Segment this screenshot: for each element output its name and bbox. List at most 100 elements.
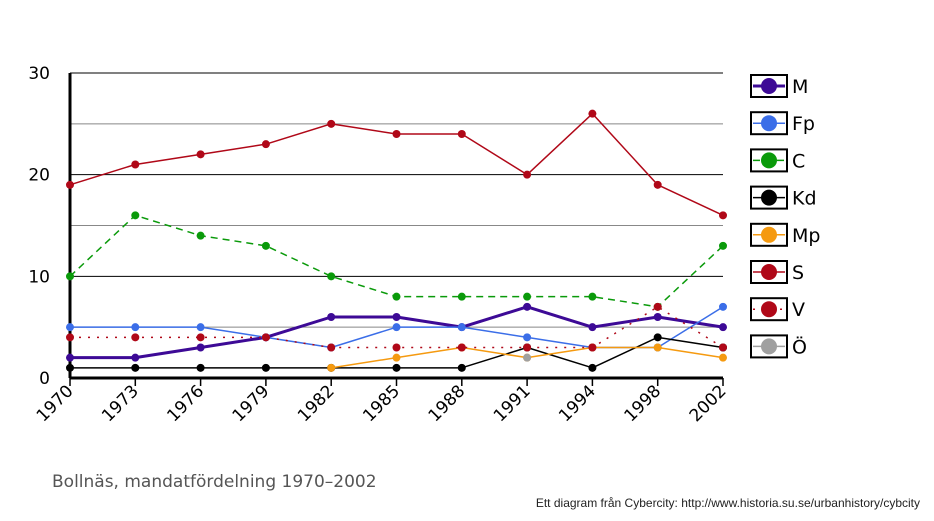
- data-point-m-1994: [588, 323, 597, 332]
- data-point-s-2002: [719, 211, 727, 220]
- legend: M Fp C Kd Mp SVÖ: [750, 74, 820, 359]
- series-m: [66, 302, 727, 362]
- data-point-c-1982: [327, 272, 336, 281]
- data-point-s-1991: [523, 170, 532, 179]
- legend-item-s: S: [750, 260, 804, 284]
- data-point-m-1991: [523, 302, 532, 311]
- data-point-c-1979: [261, 241, 270, 250]
- data-point-s-1998: [653, 180, 662, 189]
- series-line-v: [70, 306, 724, 349]
- data-point-v-1979: [261, 333, 270, 342]
- data-point-c-1994: [588, 292, 597, 301]
- data-point-c-1973: [131, 211, 140, 220]
- data-point-kd-1973: [131, 363, 140, 372]
- data-point-s-1994: [588, 109, 597, 118]
- x-tick-label-1998: 1998: [621, 381, 666, 426]
- data-point-kd-1985: [392, 363, 401, 372]
- data-point-v-1991: [523, 343, 532, 352]
- y-tick-label-30: 30: [28, 64, 50, 84]
- data-point-m-1985: [392, 313, 401, 321]
- series-o: [523, 353, 532, 362]
- credit-link[interactable]: Ett diagram från Cybercity: http://www.h…: [535, 496, 920, 510]
- data-point-fp-2002: [719, 302, 727, 311]
- data-point-m-1976: [196, 343, 205, 352]
- legend-marker-o: [761, 338, 777, 355]
- data-point-fp-1973: [131, 323, 140, 332]
- x-tick-label-2002: 2002: [686, 381, 731, 426]
- x-tick-label-1988: 1988: [425, 381, 470, 426]
- data-point-s-1988: [457, 130, 466, 138]
- data-point-fp-1985: [392, 323, 401, 332]
- legend-item-fp: Fp: [750, 111, 815, 136]
- legend-item-v: V: [750, 297, 805, 322]
- data-point-m-1982: [327, 313, 336, 321]
- axes: [68, 73, 724, 386]
- data-point-v-1973: [131, 333, 140, 342]
- data-point-c-1991: [523, 292, 532, 301]
- legend-marker-v: [761, 301, 777, 318]
- data-point-kd-1970: [66, 363, 74, 372]
- chart-caption: Bollnäs, mandatfördelning 1970–2002: [52, 472, 377, 492]
- data-point-m-1998: [653, 313, 662, 321]
- data-point-v-1985: [392, 343, 401, 352]
- data-point-s-1979: [261, 140, 270, 149]
- x-tick-label-1976: 1976: [163, 381, 208, 426]
- data-point-kd-1988: [457, 363, 466, 372]
- legend-marker-m: [761, 78, 777, 94]
- data-point-v-1988: [457, 343, 466, 352]
- legend-item-c: C: [750, 148, 805, 173]
- data-point-kd-1994: [588, 363, 597, 372]
- data-point-c-2002: [719, 241, 727, 250]
- data-point-fp-1970: [66, 323, 74, 332]
- legend-label-fp: Fp: [792, 113, 815, 135]
- series-c: [66, 211, 727, 311]
- data-point-mp-1998: [653, 343, 662, 352]
- legend-label-s: S: [792, 262, 804, 284]
- legend-marker-kd: [761, 189, 777, 206]
- data-point-s-1985: [392, 130, 401, 138]
- legend-label-v: V: [792, 299, 805, 321]
- series-v: [66, 302, 727, 352]
- data-point-o-1991: [523, 353, 532, 362]
- data-point-s-1982: [327, 119, 336, 128]
- legend-item-o: Ö: [750, 334, 807, 359]
- data-point-mp-1982: [327, 363, 336, 372]
- data-point-m-1973: [131, 353, 140, 362]
- data-point-fp-1988: [457, 323, 466, 332]
- y-tick-label-0: 0: [39, 369, 50, 389]
- data-point-kd-1979: [261, 363, 270, 372]
- x-tick-label-1973: 1973: [98, 381, 143, 426]
- series-line-s: [69, 112, 724, 217]
- legend-item-kd: Kd: [750, 185, 817, 210]
- data-point-v-2002: [719, 343, 727, 352]
- legend-item-m: M: [750, 74, 808, 98]
- legend-label-o: Ö: [792, 335, 807, 358]
- data-point-mp-1985: [392, 353, 401, 362]
- data-point-fp-1991: [523, 333, 532, 342]
- data-point-c-1970: [66, 272, 74, 281]
- x-tick-label-1979: 1979: [229, 381, 274, 426]
- data-point-m-1970: [66, 353, 74, 362]
- x-tick-label-1991: 1991: [490, 381, 535, 426]
- legend-marker-mp: [761, 226, 777, 243]
- data-point-s-1973: [131, 160, 140, 169]
- x-tick-label-1982: 1982: [294, 381, 339, 426]
- series-group: [66, 109, 727, 372]
- data-point-m-2002: [719, 323, 727, 332]
- data-point-kd-1998: [653, 333, 662, 342]
- data-point-v-1998: [653, 302, 662, 311]
- legend-marker-fp: [761, 115, 777, 132]
- legend-item-mp: Mp: [750, 222, 820, 247]
- data-point-v-1976: [196, 333, 205, 342]
- data-point-mp-2002: [719, 353, 727, 362]
- data-point-c-1988: [457, 292, 466, 301]
- data-point-v-1994: [588, 343, 597, 352]
- x-tick-label-1985: 1985: [359, 381, 404, 426]
- y-tick-label-10: 10: [28, 267, 50, 287]
- y-tick-label-20: 20: [28, 166, 50, 186]
- legend-label-m: M: [792, 76, 808, 98]
- data-point-s-1970: [66, 180, 74, 189]
- legend-label-c: C: [792, 150, 805, 172]
